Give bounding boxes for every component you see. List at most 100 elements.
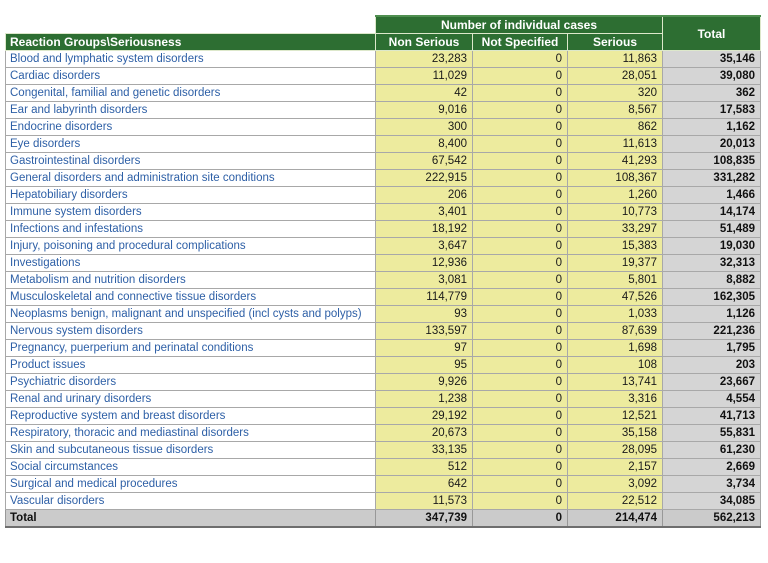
serious-count: 28,051: [567, 67, 663, 85]
reaction-group-link[interactable]: Pregnancy, puerperium and perinatal cond…: [5, 339, 376, 357]
non-serious-count: 9,926: [375, 373, 473, 391]
not-specified-count: 0: [472, 186, 568, 204]
group-header-number-of-cases: Number of individual cases: [375, 15, 663, 34]
row-total: 19,030: [662, 237, 761, 255]
page: { "table": { "group_header": "Number of …: [0, 15, 768, 563]
table-row: Musculoskeletal and connective tissue di…: [5, 288, 761, 306]
reaction-group-link[interactable]: Ear and labyrinth disorders: [5, 101, 376, 119]
table-row: Neoplasms benign, malignant and unspecif…: [5, 305, 761, 323]
reaction-group-link[interactable]: Skin and subcutaneous tissue disorders: [5, 441, 376, 459]
non-serious-count: 97: [375, 339, 473, 357]
reaction-group-link[interactable]: Injury, poisoning and procedural complic…: [5, 237, 376, 255]
serious-count: 1,260: [567, 186, 663, 204]
non-serious-count: 12,936: [375, 254, 473, 272]
table-row: Endocrine disorders 300 0 862 1,162: [5, 118, 761, 136]
non-serious-count: 133,597: [375, 322, 473, 340]
row-total: 32,313: [662, 254, 761, 272]
non-serious-count: 95: [375, 356, 473, 374]
reaction-group-link[interactable]: Congenital, familial and genetic disorde…: [5, 84, 376, 102]
serious-count: 19,377: [567, 254, 663, 272]
serious-count: 2,157: [567, 458, 663, 476]
non-serious-count: 33,135: [375, 441, 473, 459]
non-serious-count: 9,016: [375, 101, 473, 119]
not-specified-count: 0: [472, 101, 568, 119]
not-specified-count: 0: [472, 50, 568, 68]
non-serious-count: 11,029: [375, 67, 473, 85]
not-specified-count: 0: [472, 458, 568, 476]
serious-count: 3,092: [567, 475, 663, 493]
total-overall: 562,213: [662, 509, 761, 528]
table-row: Product issues 95 0 108 203: [5, 356, 761, 374]
reaction-group-link[interactable]: Psychiatric disorders: [5, 373, 376, 391]
table-row: Infections and infestations 18,192 0 33,…: [5, 220, 761, 238]
non-serious-count: 642: [375, 475, 473, 493]
not-specified-count: 0: [472, 152, 568, 170]
row-total: 3,734: [662, 475, 761, 493]
table-body: Blood and lymphatic system disorders 23,…: [5, 50, 761, 510]
non-serious-count: 20,673: [375, 424, 473, 442]
reaction-group-link[interactable]: Renal and urinary disorders: [5, 390, 376, 408]
row-total: 203: [662, 356, 761, 374]
reaction-group-link[interactable]: Product issues: [5, 356, 376, 374]
not-specified-count: 0: [472, 84, 568, 102]
corner-header-reaction-groups: Reaction Groups\Seriousness: [5, 33, 376, 51]
table-row: Psychiatric disorders 9,926 0 13,741 23,…: [5, 373, 761, 391]
table-row: Pregnancy, puerperium and perinatal cond…: [5, 339, 761, 357]
header-blank-cell: [5, 16, 376, 34]
table-row: Ear and labyrinth disorders 9,016 0 8,56…: [5, 101, 761, 119]
row-total: 39,080: [662, 67, 761, 85]
row-total: 221,236: [662, 322, 761, 340]
not-specified-count: 0: [472, 237, 568, 255]
reaction-group-link[interactable]: Nervous system disorders: [5, 322, 376, 340]
row-total: 331,282: [662, 169, 761, 187]
not-specified-count: 0: [472, 356, 568, 374]
table-row: Reproductive system and breast disorders…: [5, 407, 761, 425]
reaction-groups-table: Number of individual cases Total Reactio…: [5, 15, 761, 528]
table-row: Skin and subcutaneous tissue disorders 3…: [5, 441, 761, 459]
non-serious-count: 42: [375, 84, 473, 102]
serious-count: 13,741: [567, 373, 663, 391]
reaction-group-link[interactable]: Social circumstances: [5, 458, 376, 476]
reaction-group-link[interactable]: Gastrointestinal disorders: [5, 152, 376, 170]
reaction-group-link[interactable]: Infections and infestations: [5, 220, 376, 238]
serious-count: 8,567: [567, 101, 663, 119]
reaction-group-link[interactable]: Respiratory, thoracic and mediastinal di…: [5, 424, 376, 442]
not-specified-count: 0: [472, 424, 568, 442]
total-row-label: Total: [5, 509, 376, 528]
row-total: 61,230: [662, 441, 761, 459]
reaction-group-link[interactable]: Reproductive system and breast disorders: [5, 407, 376, 425]
total-not-specified: 0: [472, 509, 568, 528]
non-serious-count: 23,283: [375, 50, 473, 68]
reaction-group-link[interactable]: Investigations: [5, 254, 376, 272]
not-specified-count: 0: [472, 475, 568, 493]
row-total: 20,013: [662, 135, 761, 153]
not-specified-count: 0: [472, 169, 568, 187]
row-total: 41,713: [662, 407, 761, 425]
reaction-group-link[interactable]: Immune system disorders: [5, 203, 376, 221]
non-serious-count: 3,081: [375, 271, 473, 289]
header-row-group: Number of individual cases Total: [5, 15, 761, 51]
reaction-group-link[interactable]: Musculoskeletal and connective tissue di…: [5, 288, 376, 306]
non-serious-count: 1,238: [375, 390, 473, 408]
reaction-group-link[interactable]: Endocrine disorders: [5, 118, 376, 136]
reaction-group-link[interactable]: Blood and lymphatic system disorders: [5, 50, 376, 68]
reaction-group-link[interactable]: Metabolism and nutrition disorders: [5, 271, 376, 289]
not-specified-count: 0: [472, 271, 568, 289]
not-specified-count: 0: [472, 135, 568, 153]
reaction-group-link[interactable]: Neoplasms benign, malignant and unspecif…: [5, 305, 376, 323]
not-specified-count: 0: [472, 220, 568, 238]
serious-count: 47,526: [567, 288, 663, 306]
serious-count: 35,158: [567, 424, 663, 442]
row-total: 51,489: [662, 220, 761, 238]
table-row: Injury, poisoning and procedural complic…: [5, 237, 761, 255]
table-row: Immune system disorders 3,401 0 10,773 1…: [5, 203, 761, 221]
reaction-group-link[interactable]: Surgical and medical procedures: [5, 475, 376, 493]
table-row: General disorders and administration sit…: [5, 169, 761, 187]
reaction-group-link[interactable]: Vascular disorders: [5, 492, 376, 510]
non-serious-count: 18,192: [375, 220, 473, 238]
reaction-group-link[interactable]: Cardiac disorders: [5, 67, 376, 85]
row-total: 1,466: [662, 186, 761, 204]
reaction-group-link[interactable]: General disorders and administration sit…: [5, 169, 376, 187]
reaction-group-link[interactable]: Eye disorders: [5, 135, 376, 153]
reaction-group-link[interactable]: Hepatobiliary disorders: [5, 186, 376, 204]
